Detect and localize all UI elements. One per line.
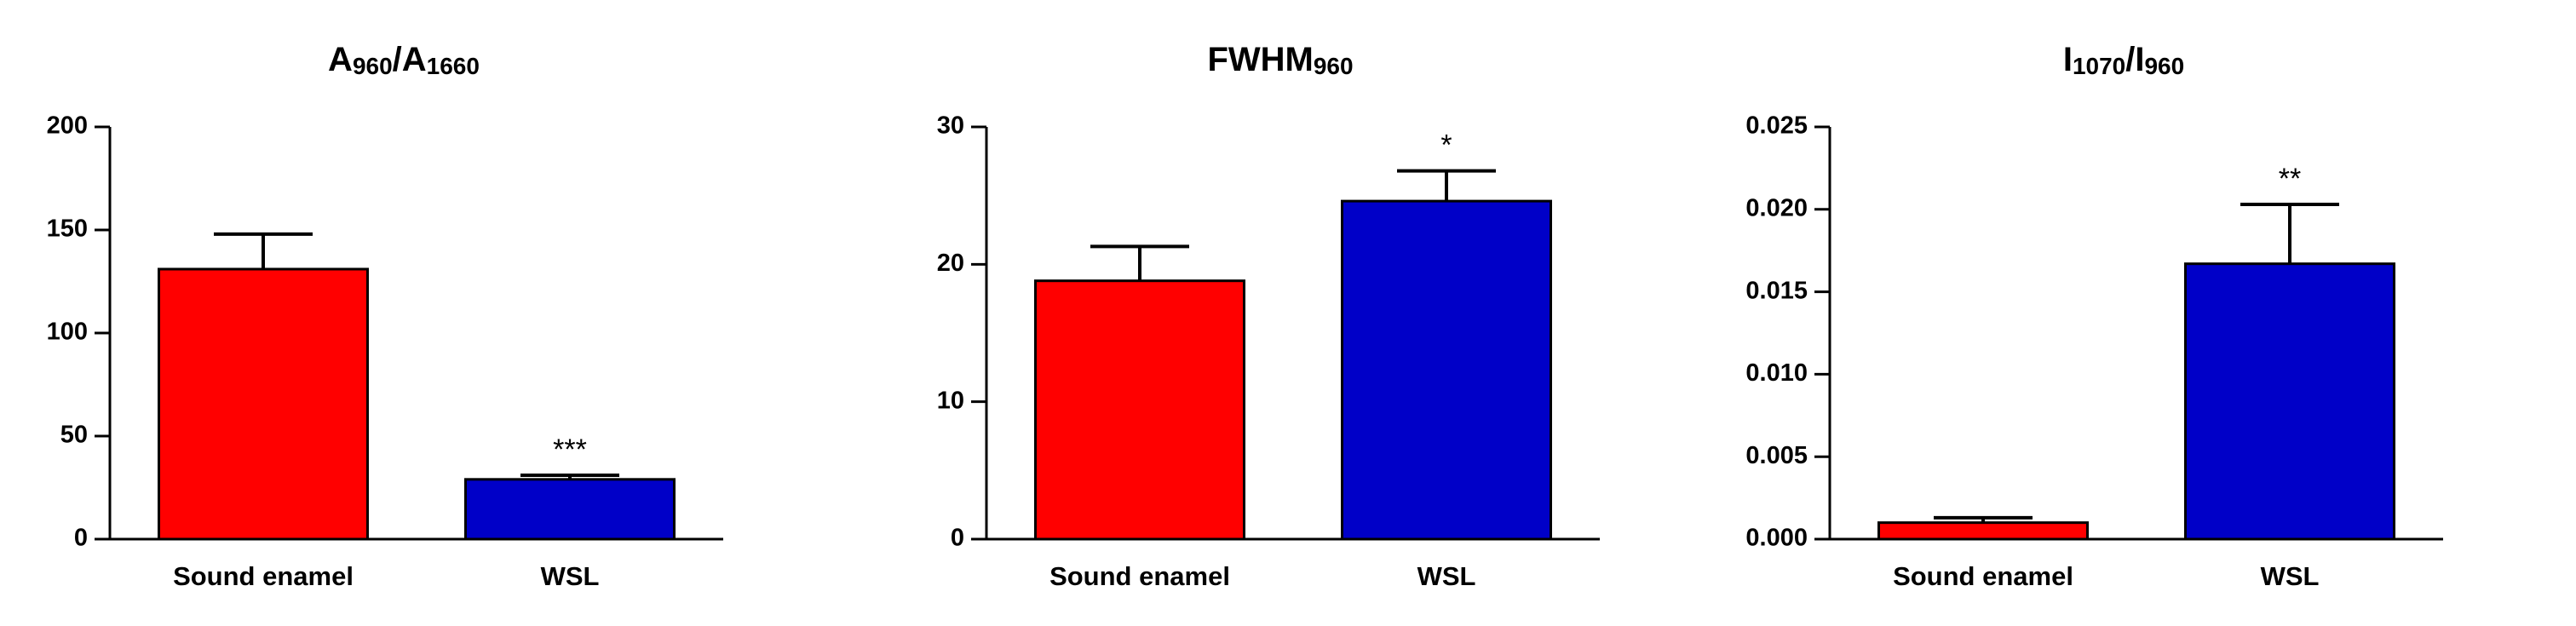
x-tick-label: WSL bbox=[1417, 561, 1476, 591]
bar bbox=[1034, 279, 1245, 541]
y-tick-label: 0 bbox=[74, 525, 88, 552]
chart-title: FWHM960 bbox=[1207, 41, 1353, 80]
y-tick-label: 50 bbox=[60, 422, 88, 449]
chart-title: A960/A1660 bbox=[328, 41, 480, 80]
significance: ** bbox=[2279, 163, 2301, 195]
y-tick-label: 0.020 bbox=[1745, 194, 1808, 221]
significance: *** bbox=[553, 434, 587, 466]
y-tick-label: 0.015 bbox=[1745, 277, 1808, 304]
y-tick-label: 0 bbox=[951, 525, 964, 552]
y-tick-label: 0.005 bbox=[1745, 442, 1808, 469]
bar bbox=[2184, 262, 2395, 541]
x-tick-label: Sound enamel bbox=[173, 561, 354, 591]
y-tick-label: 0.000 bbox=[1745, 525, 1808, 552]
bar bbox=[1877, 521, 2089, 541]
chart-title: I1070/I960 bbox=[2063, 41, 2184, 80]
x-tick-label: WSL bbox=[2261, 561, 2320, 591]
y-tick-label: 10 bbox=[937, 387, 964, 414]
x-tick-label: Sound enamel bbox=[1049, 561, 1230, 591]
y-tick-label: 0.010 bbox=[1745, 359, 1808, 387]
bar bbox=[1341, 199, 1552, 541]
y-tick-label: 20 bbox=[937, 250, 964, 277]
y-tick-label: 200 bbox=[47, 112, 88, 140]
x-tick-label: WSL bbox=[541, 561, 600, 591]
y-tick-label: 100 bbox=[47, 319, 88, 346]
y-tick-label: 30 bbox=[937, 112, 964, 140]
significance: * bbox=[1440, 129, 1452, 162]
bar bbox=[464, 478, 676, 541]
bar bbox=[158, 267, 369, 541]
x-tick-label: Sound enamel bbox=[1893, 561, 2073, 591]
y-tick-label: 0.025 bbox=[1745, 112, 1808, 140]
y-tick-label: 150 bbox=[47, 215, 88, 243]
